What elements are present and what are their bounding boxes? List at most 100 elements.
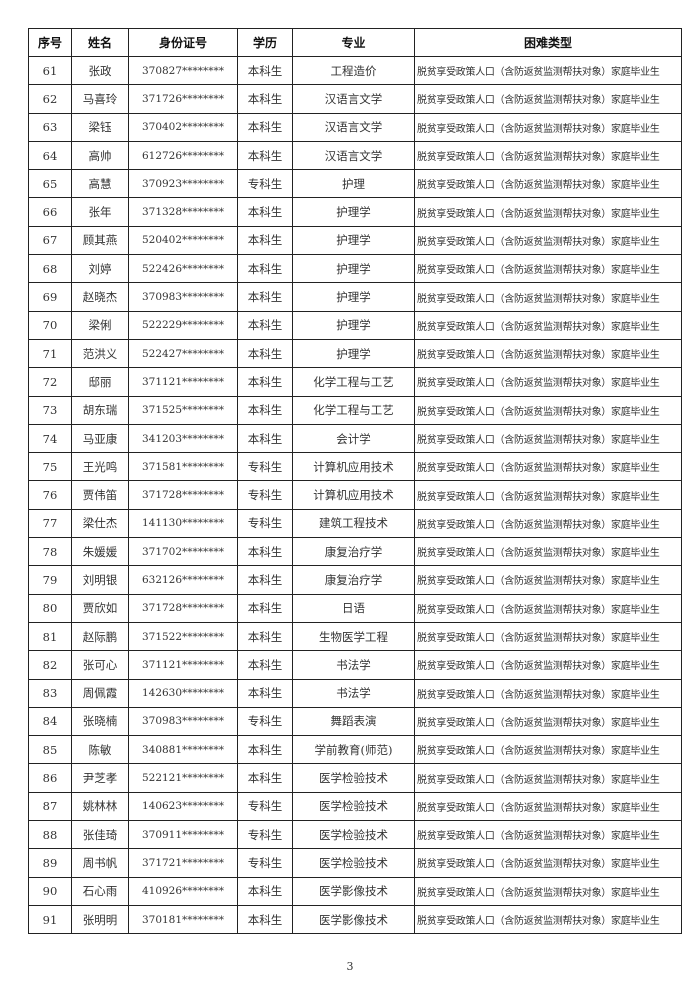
table-row: 68 刘婷 522426******** 本科生 护理学 脱贫享受政策人口（含防返贫监测帮… xyxy=(28,254,682,284)
cell-education: 本科生 xyxy=(237,876,293,906)
cell-education: 本科生 xyxy=(237,55,293,86)
table-row: 85 陈敏 340881******** 本科生 学前教育(师范) 脱贫享受政策人口（含防… xyxy=(28,735,682,765)
cell-index: 78 xyxy=(28,537,72,567)
table-row: 77 梁仕杰 141130******** 专科生 建筑工程技术 脱贫享受政策人口（含防返… xyxy=(28,508,682,539)
cell-name: 周佩霞 xyxy=(71,678,129,708)
cell-id-number: 371522******** xyxy=(128,621,238,652)
table-row: 61 张政 370827******** 本科生 工程造价 脱贫享受政策人口（含防返贫监测… xyxy=(28,55,682,86)
cell-education: 本科生 xyxy=(237,197,293,227)
cell-difficulty-type: 脱贫享受政策人口（含防返贫监测帮扶对象）家庭毕业生 xyxy=(414,84,682,114)
cell-id-number: 370402******** xyxy=(128,112,238,142)
cell-major: 汉语言文学 xyxy=(292,112,415,142)
cell-education: 本科生 xyxy=(237,310,293,340)
cell-major: 会计学 xyxy=(292,423,415,454)
table-row: 71 范洪义 522427******** 本科生 护理学 脱贫享受政策人口（含防返贫监测… xyxy=(28,338,682,369)
cell-difficulty-type: 脱贫享受政策人口（含防返贫监测帮扶对象）家庭毕业生 xyxy=(414,904,682,935)
cell-name: 刘婷 xyxy=(71,254,129,284)
cell-difficulty-type: 脱贫享受政策人口（含防返贫监测帮扶对象）家庭毕业生 xyxy=(414,140,682,171)
cell-id-number: 522426******** xyxy=(128,254,238,284)
cell-difficulty-type: 脱贫享受政策人口（含防返贫监测帮扶对象）家庭毕业生 xyxy=(414,706,682,737)
cell-education: 本科生 xyxy=(237,84,293,114)
cell-major: 计算机应用技术 xyxy=(292,452,415,482)
cell-major: 学前教育(师范) xyxy=(292,735,415,765)
cell-major: 化学工程与工艺 xyxy=(292,395,415,425)
cell-name: 张可心 xyxy=(71,650,129,680)
cell-name: 朱媛媛 xyxy=(71,537,129,567)
cell-difficulty-type: 脱贫享受政策人口（含防返贫监测帮扶对象）家庭毕业生 xyxy=(414,338,682,369)
header-difficulty-type: 困难类型 xyxy=(414,28,682,57)
cell-major: 舞蹈表演 xyxy=(292,706,415,737)
table-row: 67 顾其燕 520402******** 本科生 护理学 脱贫享受政策人口（含防返贫监测… xyxy=(28,225,682,256)
cell-difficulty-type: 脱贫享受政策人口（含防返贫监测帮扶对象）家庭毕业生 xyxy=(414,593,682,623)
cell-index: 77 xyxy=(28,508,72,539)
page-number: 3 xyxy=(346,960,354,973)
cell-major: 建筑工程技术 xyxy=(292,508,415,539)
cell-name: 周书帆 xyxy=(71,848,129,878)
cell-difficulty-type: 脱贫享受政策人口（含防返贫监测帮扶对象）家庭毕业生 xyxy=(414,848,682,878)
cell-index: 63 xyxy=(28,112,72,142)
cell-index: 79 xyxy=(28,565,72,595)
cell-name: 陈敏 xyxy=(71,735,129,765)
cell-major: 医学影像技术 xyxy=(292,876,415,906)
cell-id-number: 371328******** xyxy=(128,197,238,227)
cell-index: 61 xyxy=(28,55,72,86)
cell-education: 专科生 xyxy=(237,848,293,878)
cell-id-number: 522427******** xyxy=(128,338,238,369)
cell-education: 本科生 xyxy=(237,423,293,454)
cell-id-number: 371525******** xyxy=(128,395,238,425)
cell-major: 生物医学工程 xyxy=(292,621,415,652)
cell-name: 张明明 xyxy=(71,904,129,935)
cell-name: 顾其燕 xyxy=(71,225,129,256)
cell-id-number: 371121******** xyxy=(128,367,238,397)
cell-difficulty-type: 脱贫享受政策人口（含防返贫监测帮扶对象）家庭毕业生 xyxy=(414,197,682,227)
cell-index: 70 xyxy=(28,310,72,340)
cell-index: 80 xyxy=(28,593,72,623)
cell-index: 82 xyxy=(28,650,72,680)
cell-id-number: 370983******** xyxy=(128,706,238,737)
cell-major: 医学影像技术 xyxy=(292,904,415,935)
cell-major: 医学检验技术 xyxy=(292,848,415,878)
cell-id-number: 142630******** xyxy=(128,678,238,708)
table-row: 78 朱媛媛 371702******** 本科生 康复治疗学 脱贫享受政策人口（含防返贫… xyxy=(28,537,682,567)
cell-index: 84 xyxy=(28,706,72,737)
cell-education: 专科生 xyxy=(237,706,293,737)
cell-difficulty-type: 脱贫享受政策人口（含防返贫监测帮扶对象）家庭毕业生 xyxy=(414,621,682,652)
table-row: 83 周佩霞 142630******** 本科生 书法学 脱贫享受政策人口（含防返贫监测… xyxy=(28,678,682,708)
table-row: 81 赵际鹏 371522******** 本科生 生物医学工程 脱贫享受政策人口（含防返… xyxy=(28,621,682,652)
cell-education: 本科生 xyxy=(237,254,293,284)
cell-name: 范洪义 xyxy=(71,338,129,369)
cell-education: 本科生 xyxy=(237,593,293,623)
cell-difficulty-type: 脱贫享受政策人口（含防返贫监测帮扶对象）家庭毕业生 xyxy=(414,480,682,510)
header-education: 学历 xyxy=(237,28,293,57)
cell-id-number: 371702******** xyxy=(128,537,238,567)
cell-id-number: 371728******** xyxy=(128,480,238,510)
cell-index: 72 xyxy=(28,367,72,397)
cell-major: 护理学 xyxy=(292,282,415,312)
cell-major: 护理学 xyxy=(292,254,415,284)
cell-major: 护理学 xyxy=(292,338,415,369)
cell-name: 胡东瑞 xyxy=(71,395,129,425)
cell-difficulty-type: 脱贫享受政策人口（含防返贫监测帮扶对象）家庭毕业生 xyxy=(414,423,682,454)
cell-index: 75 xyxy=(28,452,72,482)
cell-name: 马亚康 xyxy=(71,423,129,454)
table-row: 91 张明明 370181******** 本科生 医学影像技术 脱贫享受政策人口（含防返… xyxy=(28,904,682,935)
header-name: 姓名 xyxy=(71,28,129,57)
cell-index: 89 xyxy=(28,848,72,878)
cell-education: 本科生 xyxy=(237,112,293,142)
cell-index: 73 xyxy=(28,395,72,425)
cell-id-number: 141130******** xyxy=(128,508,238,539)
cell-name: 张年 xyxy=(71,197,129,227)
cell-major: 医学检验技术 xyxy=(292,791,415,822)
cell-difficulty-type: 脱贫享受政策人口（含防返贫监测帮扶对象）家庭毕业生 xyxy=(414,820,682,850)
table-row: 64 高帅 612726******** 本科生 汉语言文学 脱贫享受政策人口（含防返贫监… xyxy=(28,140,682,171)
cell-name: 高慧 xyxy=(71,169,129,199)
cell-difficulty-type: 脱贫享受政策人口（含防返贫监测帮扶对象）家庭毕业生 xyxy=(414,395,682,425)
cell-id-number: 340881******** xyxy=(128,735,238,765)
table-row: 89 周书帆 371721******** 专科生 医学检验技术 脱贫享受政策人口（含防返… xyxy=(28,848,682,878)
cell-index: 71 xyxy=(28,338,72,369)
cell-education: 本科生 xyxy=(237,225,293,256)
table-row: 63 梁钰 370402******** 本科生 汉语言文学 脱贫享受政策人口（含防返贫监… xyxy=(28,112,682,142)
cell-name: 梁俐 xyxy=(71,310,129,340)
cell-name: 马喜玲 xyxy=(71,84,129,114)
cell-id-number: 371721******** xyxy=(128,848,238,878)
